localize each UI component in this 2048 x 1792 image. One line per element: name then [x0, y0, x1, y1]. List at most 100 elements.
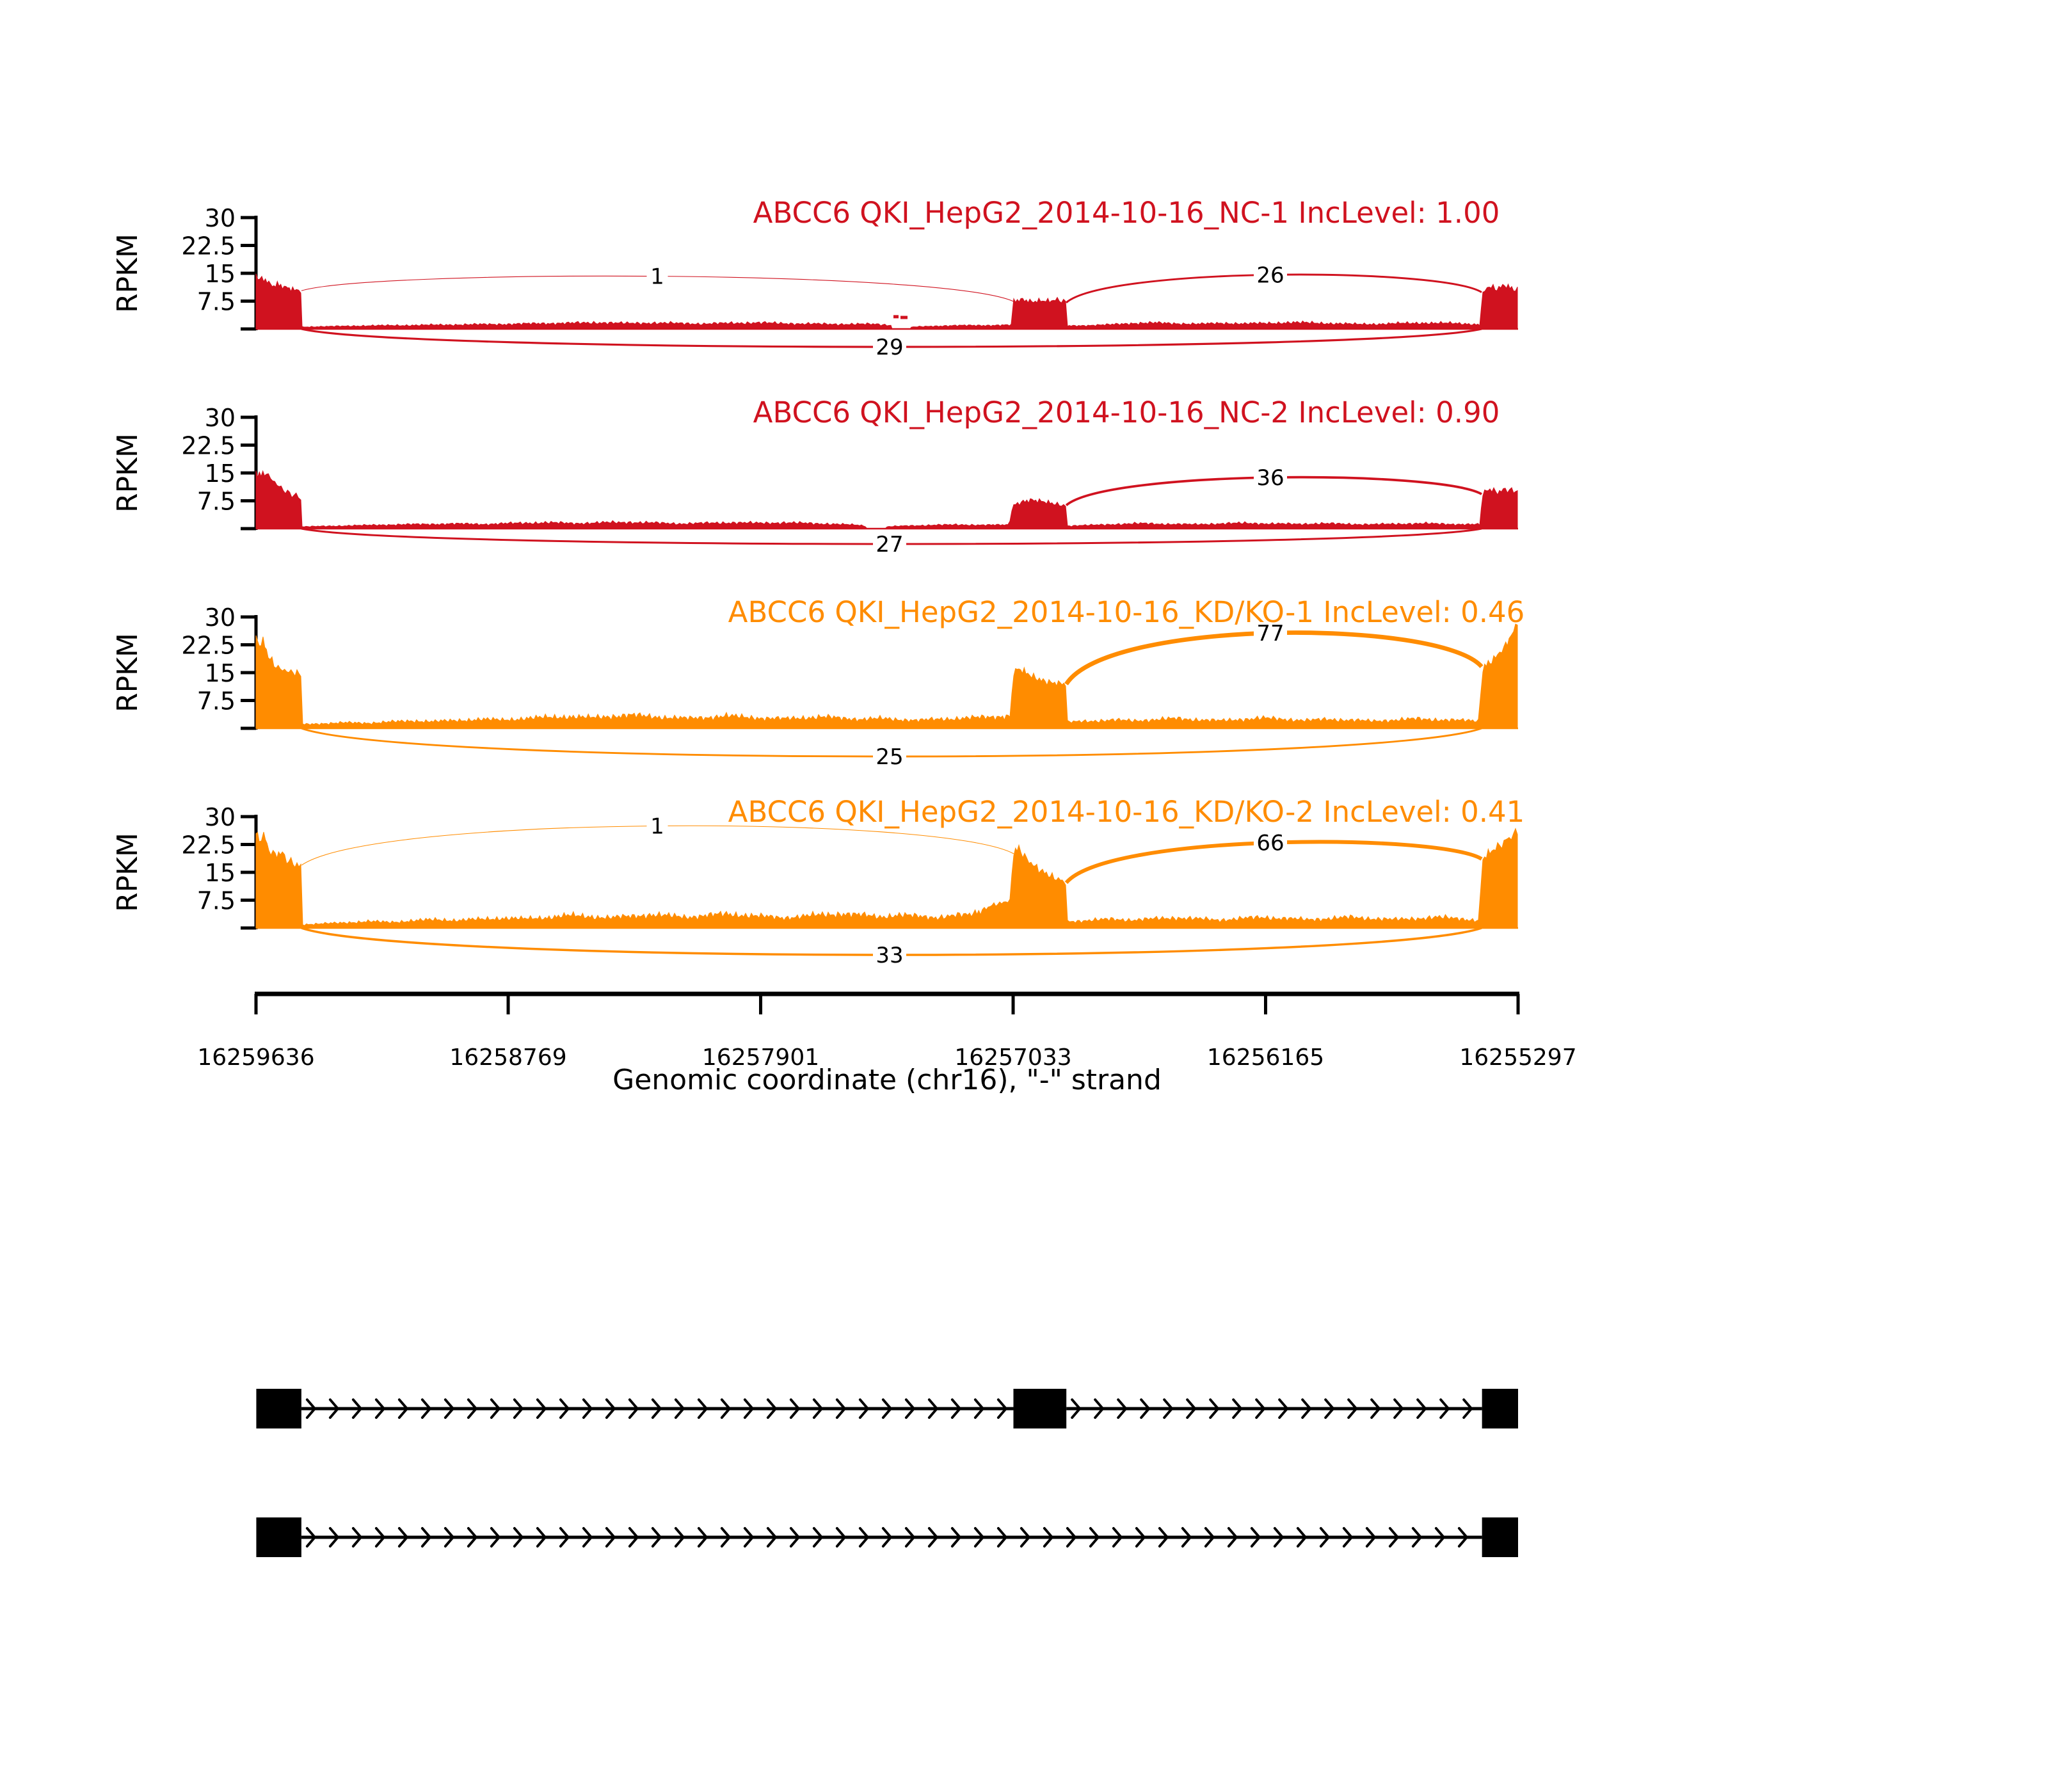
strand-arrow	[1370, 1398, 1381, 1419]
junction-label-bg	[1254, 829, 1287, 856]
strand-arrow	[1204, 1527, 1215, 1548]
junction-count-label: 29	[876, 335, 903, 360]
y-tick-label: 15	[205, 260, 236, 288]
strand-arrow	[812, 1398, 823, 1419]
strand-arrow	[374, 1527, 385, 1548]
x-tick-label: 16257901	[702, 1044, 819, 1071]
strand-arrow	[789, 1398, 800, 1419]
strand-arrow	[973, 1398, 984, 1419]
strand-arrow	[536, 1398, 547, 1419]
strand-arrow	[1250, 1527, 1261, 1548]
strand-arrow	[1135, 1527, 1146, 1548]
strand-arrow	[950, 1398, 961, 1419]
junction-label-bg	[873, 942, 906, 968]
strand-arrow	[444, 1398, 454, 1419]
x-tick-label: 16255297	[1459, 1044, 1576, 1071]
strand-arrow	[1301, 1398, 1312, 1419]
strand-arrow	[697, 1398, 708, 1419]
junction-label-bg	[646, 813, 668, 839]
strand-arrow	[305, 1527, 316, 1548]
exon-block	[1482, 1389, 1518, 1428]
y-tick-label: 15	[205, 659, 236, 687]
strand-arrow	[1319, 1527, 1330, 1548]
x-tick-label: 16258769	[449, 1044, 566, 1071]
coverage-dash	[893, 315, 899, 319]
exon-block	[1013, 1389, 1067, 1428]
y-tick-label: 7.5	[197, 887, 236, 915]
strand-arrow	[927, 1398, 938, 1419]
strand-arrow	[420, 1527, 431, 1548]
y-tick-label: 7.5	[197, 687, 236, 716]
y-tick-label: 30	[205, 204, 236, 232]
strand-arrow	[1117, 1398, 1128, 1419]
strand-arrow	[950, 1527, 961, 1548]
strand-arrow	[559, 1398, 570, 1419]
junction-count-label: 1	[650, 814, 664, 840]
x-axis: 16259636 16258769 16257901 16257033 16256165…	[197, 991, 1577, 1096]
x-tick-label: 16259636	[197, 1044, 314, 1071]
junction-label-bg	[1254, 464, 1287, 490]
strand-arrow	[1163, 1398, 1174, 1419]
strand-arrow	[328, 1527, 339, 1548]
strand-arrow	[1462, 1398, 1473, 1419]
strand-arrow	[1043, 1527, 1053, 1548]
junction-label-bg	[1254, 620, 1287, 646]
junction-label-bg	[1254, 262, 1287, 288]
strand-arrow	[1342, 1527, 1353, 1548]
strand-arrow	[1457, 1527, 1468, 1548]
gene-model-skipping-isoform	[256, 1517, 1518, 1557]
strand-arrow	[1365, 1527, 1376, 1548]
strand-arrow	[743, 1398, 754, 1419]
strand-arrow	[1209, 1398, 1220, 1419]
strand-arrow	[743, 1527, 754, 1548]
x-tick-label: 16256165	[1207, 1044, 1324, 1071]
strand-arrow	[444, 1527, 454, 1548]
strand-arrow	[328, 1398, 339, 1419]
junction-label-bg	[873, 334, 906, 360]
strand-arrow	[374, 1398, 385, 1419]
y-axis-title: RPKM	[111, 234, 144, 313]
strand-arrow	[305, 1398, 316, 1419]
strand-arrow	[1071, 1398, 1082, 1419]
y-tick-label: 22.5	[181, 632, 236, 660]
x-tick-label: 16257033	[954, 1044, 1071, 1071]
strand-arrow	[1066, 1527, 1076, 1548]
strand-arrow	[1181, 1527, 1192, 1548]
strand-arrow	[490, 1398, 500, 1419]
strand-arrow	[1020, 1527, 1030, 1548]
strand-arrow	[651, 1398, 662, 1419]
junction-count-label: 33	[876, 943, 903, 968]
y-axis-title: RPKM	[111, 833, 144, 912]
strand-arrow	[766, 1398, 777, 1419]
strand-arrow	[881, 1527, 892, 1548]
coverage-area	[255, 470, 1518, 529]
track-title: ABCC6 QKI_HepG2_2014-10-16_KD/KO-1 IncLe…	[728, 595, 1525, 629]
strand-arrow	[467, 1398, 477, 1419]
strand-arrow	[996, 1527, 1007, 1548]
junction-label-bg	[873, 744, 906, 769]
strand-arrow	[904, 1527, 915, 1548]
strand-arrow	[651, 1527, 662, 1548]
strand-arrow	[1411, 1527, 1422, 1548]
track-title: ABCC6 QKI_HepG2_2014-10-16_NC-1 IncLevel…	[753, 196, 1500, 230]
track-title: ABCC6 QKI_HepG2_2014-10-16_NC-2 IncLevel…	[753, 396, 1500, 429]
strand-arrow	[351, 1398, 362, 1419]
y-tick-label: 30	[205, 604, 236, 632]
y-tick-label: 22.5	[181, 232, 236, 260]
gene-model-inclusion-isoform	[256, 1389, 1518, 1428]
strand-arrow	[881, 1398, 892, 1419]
exon-block	[256, 1389, 301, 1428]
strand-arrow	[536, 1527, 547, 1548]
strand-arrow	[1232, 1398, 1243, 1419]
coverage-area	[255, 623, 1518, 729]
y-axis-title: RPKM	[111, 433, 144, 513]
junction-count-label: 66	[1256, 831, 1284, 856]
exon-block	[256, 1517, 301, 1557]
